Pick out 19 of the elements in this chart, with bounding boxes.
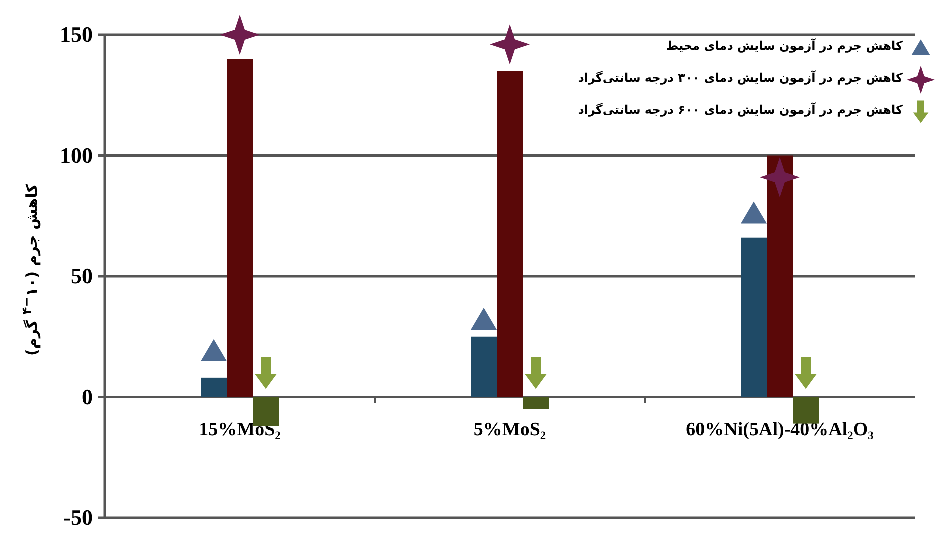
- bar: [201, 378, 227, 398]
- y-tick-label: 100: [60, 142, 93, 168]
- y-tick-label: 150: [60, 22, 93, 47]
- bar: [227, 59, 253, 398]
- bar: [497, 71, 523, 398]
- bar: [793, 397, 819, 424]
- x-tick-label: 60%Ni(5Al)-40%Al₂O₃: [686, 419, 874, 440]
- bar: [741, 238, 767, 398]
- y-tick-label: 0: [82, 384, 93, 410]
- bar: [523, 397, 549, 410]
- legend-label: کاهش جرم در آزمون سایش دمای ۶۰۰ درجه سانتی‌گراد: [578, 103, 903, 117]
- bar: [767, 156, 793, 398]
- y-tick-label: 50: [71, 264, 93, 288]
- x-tick-label: 15%MoS₂: [199, 419, 282, 440]
- legend-label: کاهش جرم در آزمون سایش دمای ۳۰۰ درجه سانتی‌گراد: [578, 71, 903, 85]
- x-tick-label: 5%MoS₂: [474, 419, 546, 440]
- bar: [471, 336, 497, 398]
- legend-label: کاهش جرم در آزمون سایش دمای محیط: [666, 39, 903, 53]
- y-tick-label: -50: [64, 505, 93, 530]
